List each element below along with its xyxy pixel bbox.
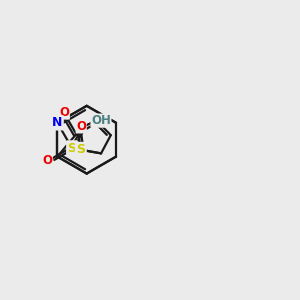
Text: O: O [42, 154, 52, 167]
Text: O: O [76, 120, 86, 133]
Text: O: O [59, 106, 69, 119]
Text: S: S [68, 142, 76, 155]
Text: OH: OH [91, 114, 111, 127]
Text: N: N [52, 116, 63, 129]
Text: S: S [76, 143, 85, 156]
